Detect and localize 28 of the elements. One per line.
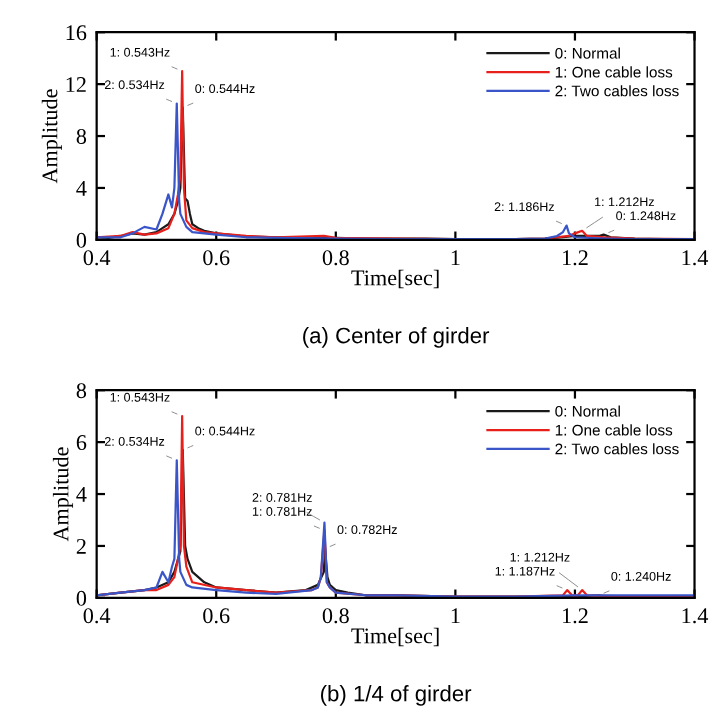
- x-tick-label: 0.8: [322, 250, 349, 266]
- x-tick-label: 1.4: [682, 250, 709, 266]
- x-tick-label: 1: [451, 608, 460, 623]
- x-axis-title: Time[sec]: [351, 627, 439, 647]
- y-tick-label: 0: [76, 590, 87, 606]
- x-tick-label: 0.4: [83, 608, 111, 624]
- x-tick-label: 0.4: [83, 250, 111, 266]
- x-tick-label: 1.2: [563, 608, 588, 624]
- x-tick-label: 1.2: [563, 250, 588, 266]
- text: (a) Center of girder: [303, 327, 490, 348]
- x-tick-label: 1: [451, 250, 460, 265]
- y-axis-title: Amplitude: [52, 447, 74, 542]
- y-tick-label: 4: [76, 181, 87, 196]
- x-tick-label: 0.6: [203, 250, 230, 266]
- x-tick-label: 0.8: [322, 608, 349, 624]
- x-axis-title: Time[sec]: [351, 269, 439, 289]
- y-tick-label: 0: [76, 232, 87, 248]
- y-tick-label: 16: [66, 25, 87, 41]
- y-tick-label: 8: [76, 383, 87, 399]
- y-tick-label: 4: [76, 487, 87, 502]
- x-tick-label: 1.4: [682, 608, 709, 624]
- y-axis-title: Amplitude: [41, 89, 62, 184]
- y-tick-label: 12: [66, 77, 86, 92]
- y-tick-label: 8: [76, 128, 87, 144]
- y-tick-label: 2: [76, 538, 86, 554]
- x-tick-label: 0.6: [203, 608, 230, 624]
- y-tick-label: 6: [76, 435, 87, 451]
- text: (b) 1/4 of girder: [321, 685, 472, 706]
